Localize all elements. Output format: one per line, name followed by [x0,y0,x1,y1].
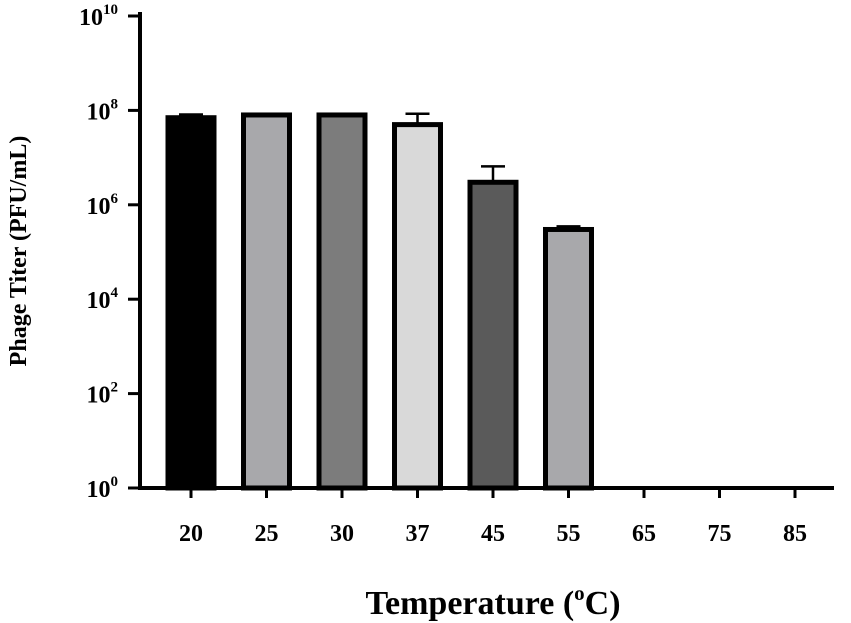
y-tick-label-6: 106 [87,191,119,220]
x-tick-label-45: 45 [481,521,505,547]
x-tick-label-85: 85 [783,521,807,547]
y-ticks-group: 100 102 104 106 108 1010 [79,2,140,503]
x-tick-label-37: 37 [406,521,430,547]
x-tick-label-20: 20 [179,521,203,547]
bar-37 [392,122,443,491]
y-tick-label-10: 1010 [79,2,118,31]
x-tick-label-55: 55 [557,521,581,547]
x-axis-title-prefix: Temperature ( [365,585,574,622]
x-tick-label-25: 25 [255,521,279,547]
y-tick-label-0: 100 [87,474,119,503]
x-ticks-group: 20 25 30 37 45 55 65 75 85 [179,488,807,547]
bars-group [165,112,594,491]
x-axis-title: Temperature (oC) [365,581,620,622]
x-axis-title-superscript: o [574,581,585,605]
error-bars-group [179,112,581,230]
y-tick-label-8: 108 [87,96,119,125]
y-tick-label-4: 104 [87,285,119,314]
bar-45 [467,179,519,491]
x-tick-label-30: 30 [330,521,354,547]
y-tick-label-2: 102 [87,380,119,409]
x-tick-label-75: 75 [708,521,732,547]
bar-20 [165,115,217,491]
x-tick-label-65: 65 [632,521,656,547]
bar-30 [316,112,368,491]
bar-55 [543,226,594,491]
y-axis-title: Phage Titer (PFU/mL) [6,136,32,367]
bar-25 [241,112,292,491]
x-axis-title-suffix: C) [585,585,621,622]
